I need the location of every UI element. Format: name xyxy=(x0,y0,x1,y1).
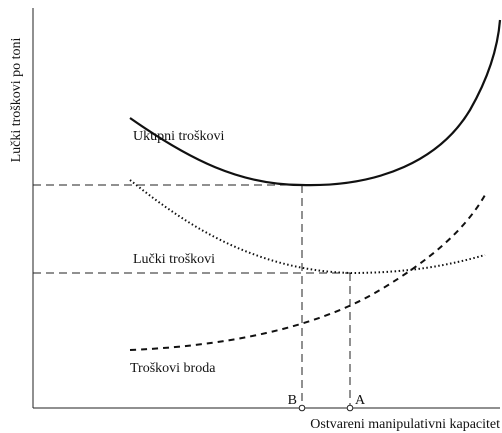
ship-cost-curve xyxy=(129,194,486,351)
curve-label: Ukupni troškovi xyxy=(133,129,225,144)
y-axis-label: Lučki troškovi po toni xyxy=(9,37,24,162)
point-label: B xyxy=(288,393,297,408)
point-marker xyxy=(346,404,354,412)
port-cost-curve xyxy=(129,179,486,275)
total-cost-curve xyxy=(129,19,502,187)
curve-label: Troškovi broda xyxy=(130,361,216,376)
point-marker xyxy=(298,404,306,412)
curve-label: Lučki troškovi xyxy=(133,252,215,267)
point-label: A xyxy=(355,393,366,408)
x-axis-label: Ostvareni manipulativni kapacitet xyxy=(310,417,500,432)
